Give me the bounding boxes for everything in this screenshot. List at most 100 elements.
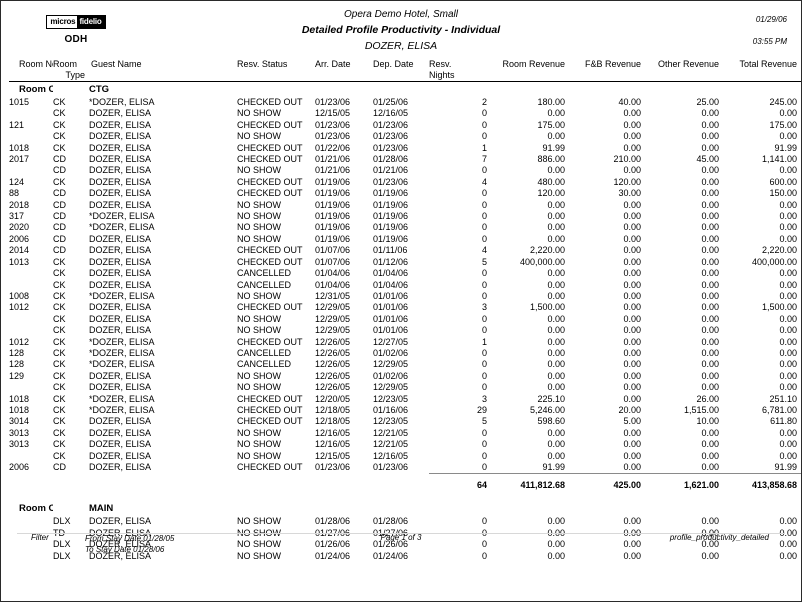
cell-total-revenue: 6,781.00 (761, 404, 797, 415)
table-row[interactable]: 1008 CK *DOZER, ELISA NO SHOW 12/31/05 01/01/… (9, 290, 801, 302)
cell-room-type: DLX (53, 516, 71, 527)
table-row[interactable]: 121 CK DOZER, ELISA CHECKED OUT 01/23/06 01/2… (9, 119, 801, 131)
cell-room-revenue: 0.00 (547, 527, 565, 538)
table-row[interactable]: CK DOZER, ELISA CANCELLED 01/04/06 01/04/06 0… (9, 268, 801, 279)
table-row[interactable]: 1013 CK DOZER, ELISA CHECKED OUT 01/07/06 01/… (9, 256, 801, 268)
table-row[interactable]: 3013 CK DOZER, ELISA NO SHOW 12/16/05 12/21/0… (9, 439, 801, 450)
cell-room-type: CK (53, 279, 66, 290)
cell-room-revenue: 0.00 (547, 439, 565, 450)
cell-other-revenue: 0.00 (701, 108, 719, 119)
cell-room-no (9, 268, 53, 279)
cell-resv-status: NO SHOW (237, 131, 281, 142)
cell-dep-date: 01/11/06 (373, 245, 408, 256)
col-total-revenue: Total Revenue (739, 59, 797, 69)
cell-room-revenue: 0.00 (547, 347, 565, 358)
table-row[interactable]: 2014 CD DOZER, ELISA CHECKED OUT 01/07/06 01/… (9, 245, 801, 256)
table-row[interactable]: DLX DOZER, ELISA NO SHOW 01/28/06 01/28/06 0 0… (9, 516, 801, 527)
table-row[interactable]: 128 CK *DOZER, ELISA CANCELLED 12/26/05 01/02… (9, 347, 801, 359)
cell-arr-date: 01/19/06 (315, 233, 351, 244)
cell-total-revenue: 0.00 (779, 382, 797, 393)
cell-fb-revenue: 0.00 (623, 550, 641, 561)
cell-room-no: 1013 (9, 256, 30, 267)
cell-room-type: CK (53, 119, 66, 130)
cell-guest-name: *DOZER, ELISA (89, 359, 155, 370)
cell-nights: 0 (481, 119, 487, 130)
table-row[interactable]: 88 CD DOZER, ELISA CHECKED OUT 01/19/06 01/19… (9, 188, 801, 199)
cell-room-no: 128 (9, 359, 25, 370)
table-row[interactable]: 2020 CD *DOZER, ELISA NO SHOW 01/19/06 01/19/… (9, 222, 801, 233)
table-row[interactable]: 317 CD *DOZER, ELISA NO SHOW 01/19/06 01/19/0… (9, 211, 801, 222)
table-row[interactable]: CK DOZER, ELISA NO SHOW 12/29/05 01/01/06 0 0.… (9, 325, 801, 336)
cell-arr-date: 12/16/05 (315, 427, 351, 438)
table-row[interactable]: CK DOZER, ELISA NO SHOW 01/23/06 01/23/06 0 0.… (9, 131, 801, 142)
cell-resv-status: CHECKED OUT (237, 154, 303, 165)
cell-dep-date: 12/21/05 (373, 439, 409, 450)
table-row[interactable]: CK DOZER, ELISA NO SHOW 12/29/05 01/01/06 0 0.… (9, 313, 801, 325)
cell-non-revenue: 0.00 (797, 359, 801, 370)
table-row[interactable]: 128 CK *DOZER, ELISA CANCELLED 12/26/05 12/29… (9, 359, 801, 370)
cell-arr-date: 01/21/06 (315, 165, 351, 176)
table-row[interactable]: 1012 CK *DOZER, ELISA CHECKED OUT 12/26/05 12… (9, 336, 801, 348)
cell-total-revenue: 0.00 (779, 516, 797, 527)
table-row[interactable]: 2006 CD DOZER, ELISA NO SHOW 01/19/06 01/19/0… (9, 233, 801, 245)
cell-total-revenue: 0.00 (779, 450, 797, 461)
table-row[interactable]: CK DOZER, ELISA NO SHOW 12/15/05 12/16/05 0 0.… (9, 450, 801, 462)
cell-non-revenue: 0.00 (797, 325, 801, 336)
table-row[interactable]: DLX DOZER, ELISA NO SHOW 01/24/06 01/24/06 0 0… (9, 550, 801, 562)
cell-room-revenue: 175.00 (537, 119, 565, 130)
cell-arr-date: 12/29/05 (315, 325, 351, 336)
cell-dep-date: 01/02/06 (373, 370, 409, 381)
table-row[interactable]: CD DOZER, ELISA NO SHOW 01/21/06 01/21/06 0 0.… (9, 165, 801, 176)
cell-arr-date: 01/28/06 (315, 516, 351, 527)
table-row[interactable]: 2017 CD DOZER, ELISA CHECKED OUT 01/21/06 01/… (9, 154, 801, 165)
cell-dep-date: 01/28/06 (373, 154, 409, 165)
cell-nights: 0 (481, 450, 487, 461)
cell-room-type: CK (53, 427, 66, 438)
table-body: Room ClassCTG1015CK*DOZER, ELISACHECKED … (9, 82, 801, 563)
cell-room-no (9, 131, 53, 142)
cell-nights: 0 (481, 108, 487, 119)
table-row[interactable]: 3013 CK DOZER, ELISA NO SHOW 12/16/05 12/21/0… (9, 427, 801, 439)
cell-non-revenue: 16.70 (797, 97, 801, 108)
table-row[interactable]: 1018 CK DOZER, ELISA CHECKED OUT 01/22/06 01/… (9, 143, 801, 154)
table-row[interactable]: 2006 CD DOZER, ELISA CHECKED OUT 01/23/06 01/… (9, 462, 801, 474)
cell-room-type: CD (53, 188, 66, 199)
cell-arr-date: 12/26/05 (315, 347, 351, 358)
table-row[interactable]: CK DOZER, ELISA NO SHOW 12/15/05 12/16/05 0 0.… (9, 108, 801, 119)
cell-dep-date: 01/04/06 (373, 268, 409, 279)
cell-guest-name: *DOZER, ELISA (89, 336, 155, 347)
cell-arr-date: 12/31/05 (315, 290, 351, 301)
table-row[interactable]: 1018 CK *DOZER, ELISA CHECKED OUT 12/18/05 01… (9, 404, 801, 416)
cell-room-revenue: 180.00 (537, 97, 565, 107)
table-row[interactable]: 1015 CK *DOZER, ELISA CHECKED OUT 01/23/06 01… (9, 97, 801, 108)
table-row[interactable]: 124 CK DOZER, ELISA CHECKED OUT 01/19/06 01/2… (9, 176, 801, 188)
table-row[interactable]: CK DOZER, ELISA CANCELLED 01/04/06 01/04/06 0… (9, 279, 801, 291)
cell-non-revenue: 0.00 (797, 428, 801, 439)
cell-guest-name: DOZER, ELISA (89, 382, 152, 393)
cell-other-revenue: 0.00 (701, 199, 719, 210)
cell-nights: 0 (481, 382, 487, 393)
table-row[interactable]: DLX DOZER, ELISA NO SHOW 01/26/06 01/26/06 0 0… (9, 539, 801, 550)
table-row[interactable]: CK DOZER, ELISA NO SHOW 12/26/05 12/29/05 0 0.… (9, 382, 801, 393)
cell-resv-status: NO SHOW (237, 233, 281, 244)
table-row[interactable]: 1012 CK DOZER, ELISA CHECKED OUT 12/29/05 01/… (9, 302, 801, 313)
cell-fb-revenue: 30.00 (618, 188, 641, 199)
cell-fb-revenue: 0.00 (623, 382, 641, 393)
productivity-table: Room No. Room Guest Name Resv. Status Ar… (9, 59, 801, 563)
cell-other-revenue: 0.00 (701, 550, 719, 561)
cell-arr-date: 01/21/06 (315, 154, 351, 165)
table-row[interactable]: 1018 CK *DOZER, ELISA CHECKED OUT 12/20/05 12… (9, 394, 801, 405)
cell-dep-date: 01/23/06 (373, 462, 409, 472)
cell-room-type: CD (53, 222, 66, 233)
table-row[interactable]: 3014 CK DOZER, ELISA CHECKED OUT 12/18/05 12/… (9, 416, 801, 427)
totals-rule-cell (429, 473, 487, 476)
table-row[interactable]: 2018 CD DOZER, ELISA NO SHOW 01/19/06 01/19/0… (9, 199, 801, 211)
cell-resv-status: CHECKED OUT (237, 97, 303, 107)
cell-arr-date: 01/19/06 (315, 211, 351, 222)
cell-arr-date: 01/19/06 (315, 176, 351, 187)
cell-resv-status: CHECKED OUT (237, 336, 303, 347)
cell-room-type: CK (53, 313, 66, 324)
table-row[interactable]: TD DOZER, ELISA NO SHOW 01/27/06 01/27/06 0 0.… (9, 527, 801, 539)
cell-fb-revenue: 0.00 (623, 325, 641, 336)
table-row[interactable]: 129 CK DOZER, ELISA NO SHOW 12/26/05 01/02/06… (9, 370, 801, 382)
